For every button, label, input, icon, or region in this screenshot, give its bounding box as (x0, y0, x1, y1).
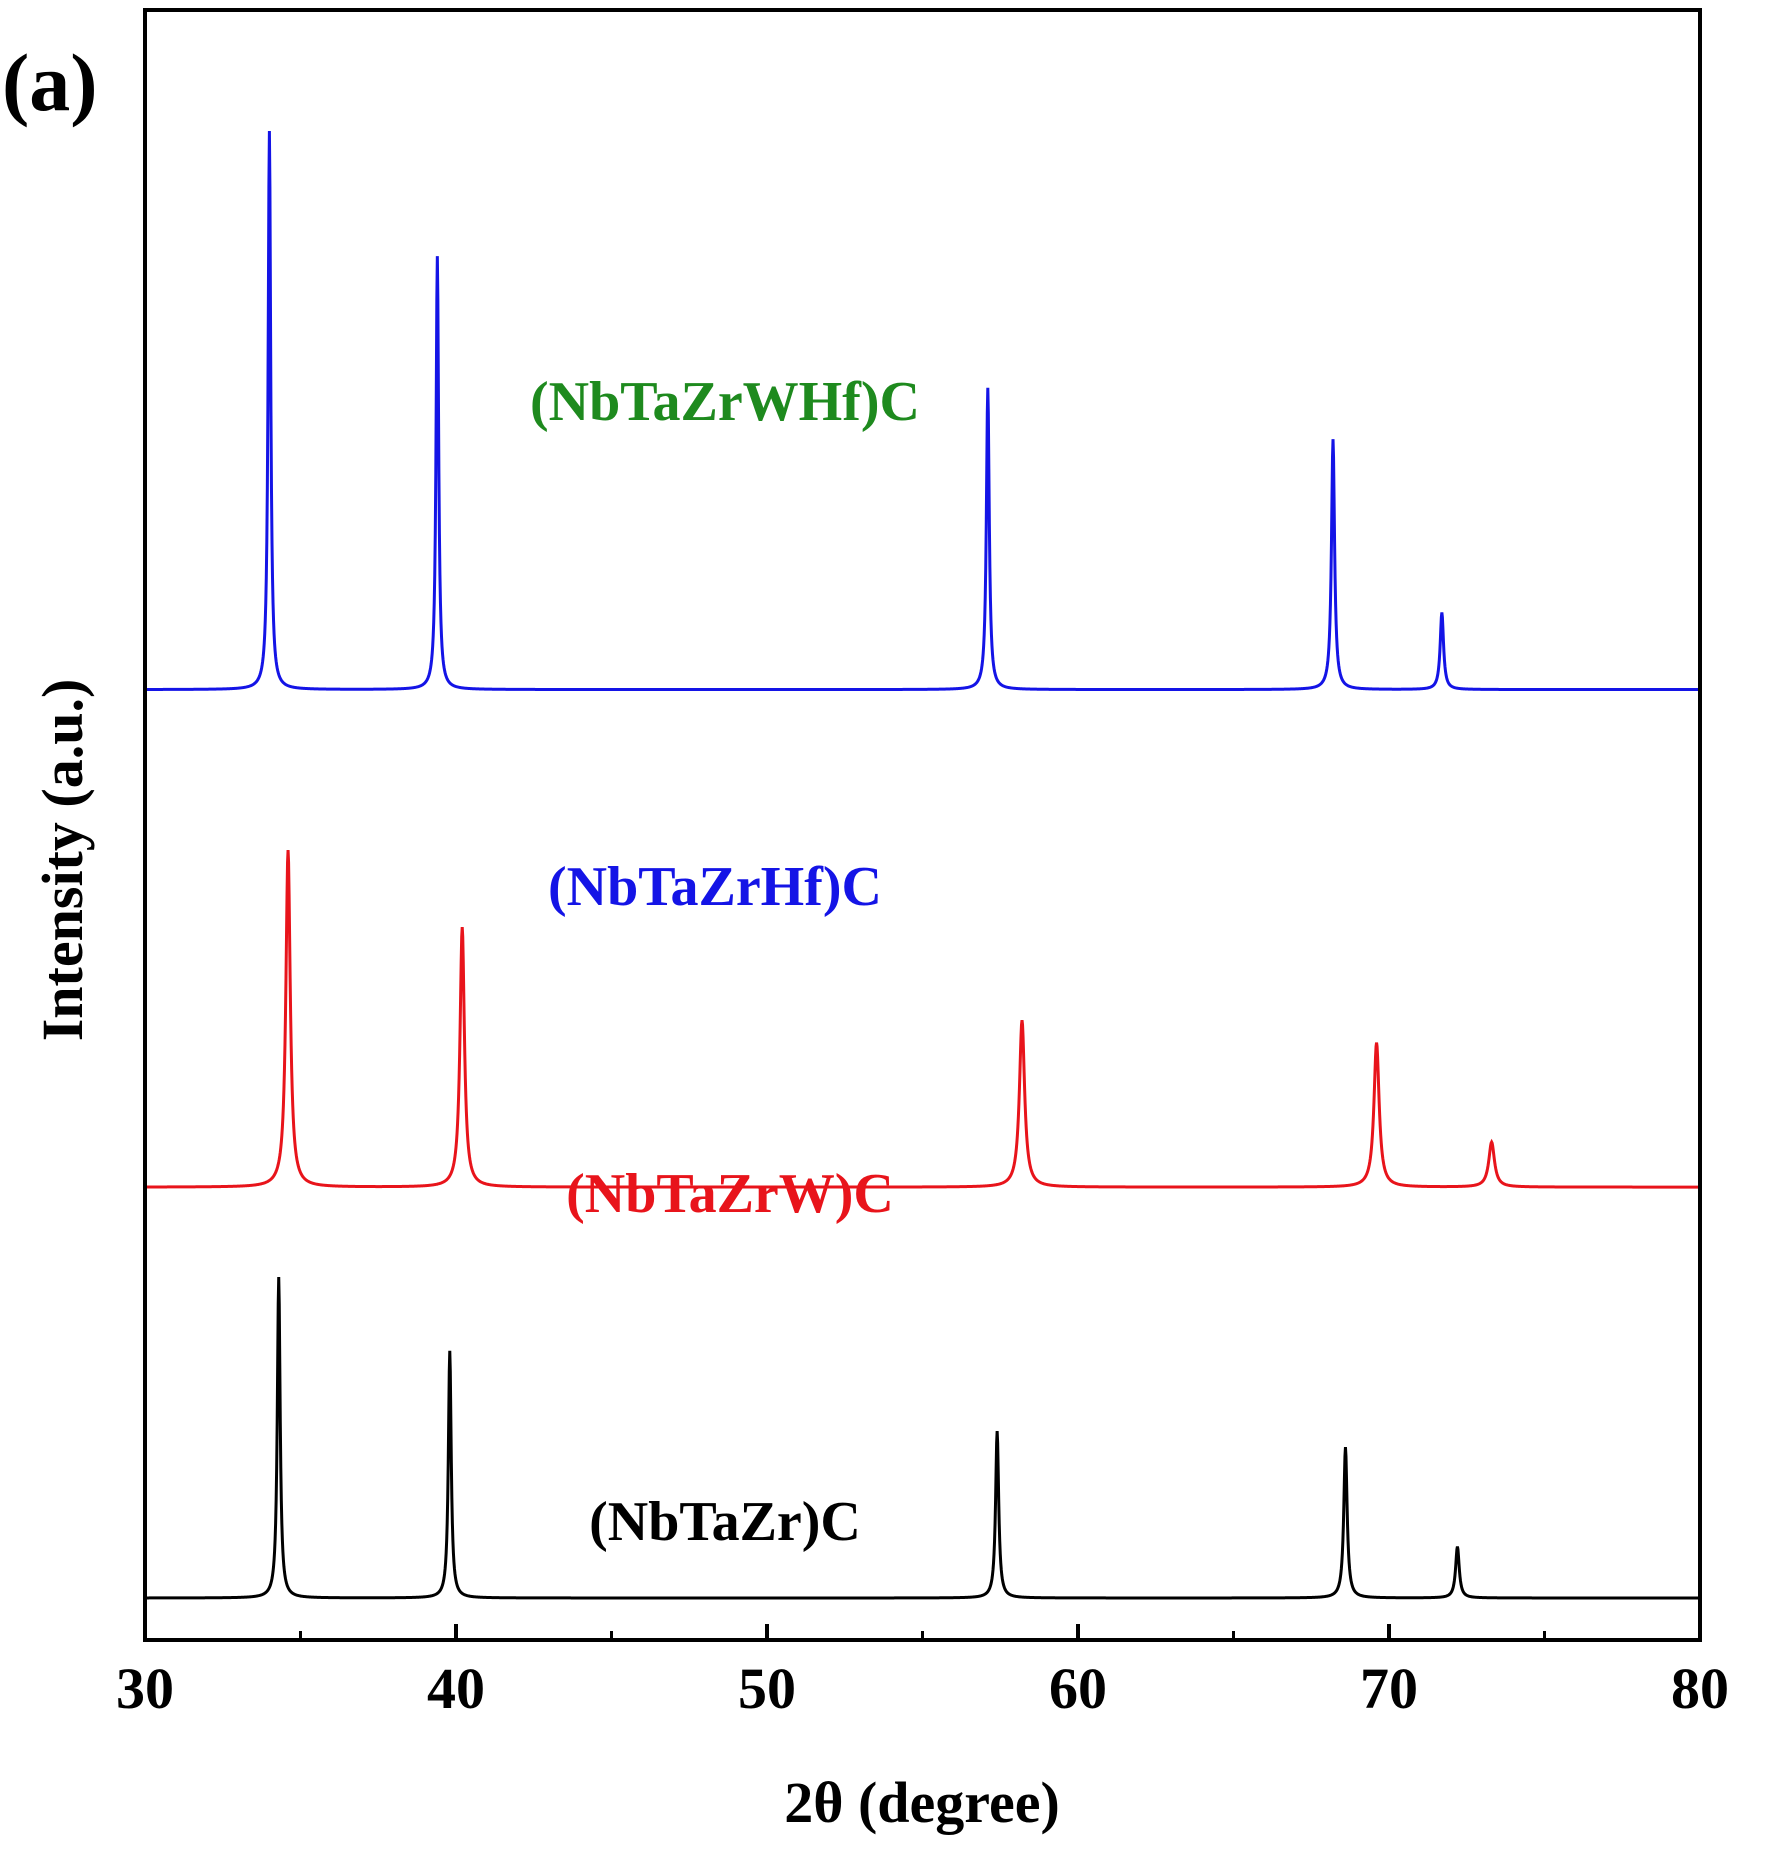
x-tick-label: 80 (1671, 1656, 1729, 1721)
y-axis-title: Intensity (a.u.) (30, 679, 95, 1042)
series-label-2: (NbTaZrHf)C (548, 856, 882, 918)
series-labels: (NbTaZr)C (NbTaZrW)C (NbTaZrHf)C (NbTaZrWHf… (530, 371, 920, 1553)
panel-label: (a) (2, 37, 98, 128)
x-tick-label: 50 (738, 1656, 796, 1721)
x-axis-title: 2θ (degree) (784, 1770, 1060, 1835)
series-layer (145, 130, 1700, 1600)
x-tick-label: 30 (116, 1656, 174, 1721)
x-axis: 30 40 50 60 70 80 (116, 1624, 1729, 1721)
series-line-2 (145, 130, 1700, 692)
series-line-0 (145, 1276, 1700, 1600)
x-tick-label: 60 (1049, 1656, 1107, 1721)
series-line-1 (145, 849, 1700, 1189)
x-tick-label: 70 (1360, 1656, 1418, 1721)
x-tick-label: 40 (427, 1656, 485, 1721)
series-label-1: (NbTaZrW)C (566, 1163, 894, 1225)
series-label-0: (NbTaZr)C (589, 1491, 861, 1553)
series-label-3: (NbTaZrWHf)C (530, 371, 920, 433)
